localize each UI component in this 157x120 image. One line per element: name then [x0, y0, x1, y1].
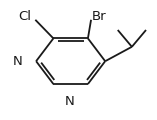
- Text: Br: Br: [92, 10, 106, 23]
- Text: Cl: Cl: [18, 10, 31, 23]
- Text: N: N: [65, 95, 75, 108]
- Text: N: N: [13, 55, 23, 68]
